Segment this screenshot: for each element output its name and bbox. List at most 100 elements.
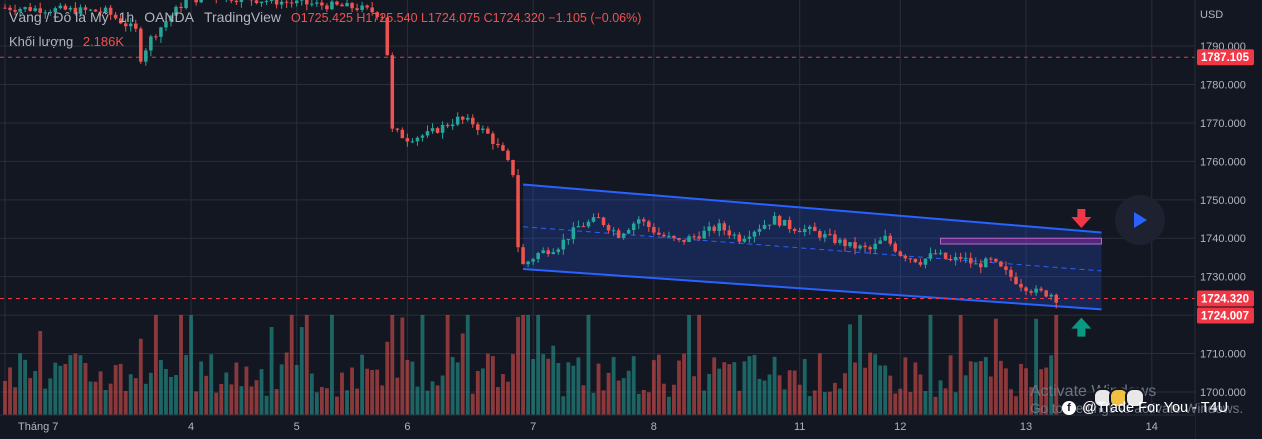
candle-body [144,50,148,62]
candle-body [325,5,329,10]
candle-body [697,236,701,239]
volume-bar [606,372,611,415]
volume-bar [968,361,973,415]
volume-bar [747,356,752,415]
volume-bar [576,357,581,415]
volume-bar [304,315,309,415]
candle-body [365,5,369,8]
candle-body [752,231,757,237]
candle-body [526,261,530,265]
volume-bar [938,380,943,415]
volume-bar [601,390,606,415]
candle-body [330,1,334,10]
volume-bar [345,390,349,415]
volume-bar [375,369,380,415]
candle-body [123,23,128,27]
candle-body [310,3,314,5]
candle-body [380,16,384,18]
volume-bar [878,365,883,415]
volume-bar [526,315,531,415]
volume-bar [269,327,274,415]
volume-bar [953,392,958,415]
grid [0,0,1195,415]
volume-bar [3,380,7,415]
volume-label: Khối lượng [9,34,74,49]
candle-body [636,219,641,224]
high-value: H1725.540 [356,11,418,25]
volume-bar [626,370,631,415]
candle-body [370,7,374,13]
candle-body [315,2,319,4]
volume-bar [244,366,249,415]
candle-body [476,124,480,130]
volume-legend[interactable]: Khối lượng 2.186K [9,34,124,49]
candle-body [923,258,928,265]
candle-body [134,23,138,29]
candle-body [979,263,983,268]
candle-body [395,128,400,130]
price-tag [1197,307,1254,324]
candle-body [410,141,415,143]
candle-body [73,7,78,14]
play-button[interactable] [1115,195,1165,245]
volume-bar [687,315,691,415]
candle-body [1039,288,1043,291]
interval-label[interactable]: 1h [118,9,135,25]
volume-bar [817,353,822,415]
volume-bar [672,384,676,415]
candle-body [274,0,279,5]
ohlc-values: O1725.425 H1725.540 L1724.075 C1724.320 … [291,11,641,25]
time-tick-label: 14 [1146,421,1158,433]
channel-mid-line [523,226,1102,272]
volume-bar [802,359,807,415]
facebook-icon: f [1062,401,1076,415]
candle-body [83,7,88,10]
candle-body [581,226,586,228]
candle-body [460,116,465,120]
volume-bar [53,362,58,415]
volume-bar [923,391,928,415]
volume-bar [868,352,873,415]
candle-body [556,249,561,253]
volume-bar [1039,369,1044,415]
volume-bar [1054,315,1059,415]
volume-bar [722,362,727,415]
volume-bar [511,354,515,415]
volume-bar [425,390,430,415]
volume-bar [1029,387,1033,415]
volume-bar [179,315,183,415]
candle-body [355,8,359,10]
volume-bar [1009,389,1013,415]
volume-bar [596,363,601,415]
volume-bar [812,390,817,415]
symbol-name[interactable]: Vàng / Đô la Mỹ [9,9,109,25]
close-value: C1724.320 [483,11,545,25]
volume-bar [485,353,490,415]
volume-bar [113,365,118,415]
price-axis: USD1700.0001710.0001720.0001730.0001740.… [1194,0,1262,439]
volume-bar [330,315,334,415]
candle-body [491,133,495,144]
volume-bar [656,354,661,415]
time-tick-label: 5 [294,421,300,433]
candle-body [496,143,500,146]
volume-bar [234,362,239,415]
candle-body [1019,283,1023,288]
time-tick-label: 8 [651,421,657,433]
candle-body [616,230,621,238]
low-value: L1724.075 [421,11,481,25]
candle-body [823,234,827,238]
volume-bar [998,360,1003,415]
candle-body [989,258,993,260]
volume-bar [435,385,440,415]
volume-bar [732,362,737,415]
candle-body [963,257,968,259]
candle-body [501,145,505,151]
candle-body [797,230,802,233]
candle-body [299,0,304,1]
volume-bar [299,327,304,415]
volume-bar [501,374,505,415]
volume-bar [13,387,17,415]
volume-bar [194,391,199,415]
